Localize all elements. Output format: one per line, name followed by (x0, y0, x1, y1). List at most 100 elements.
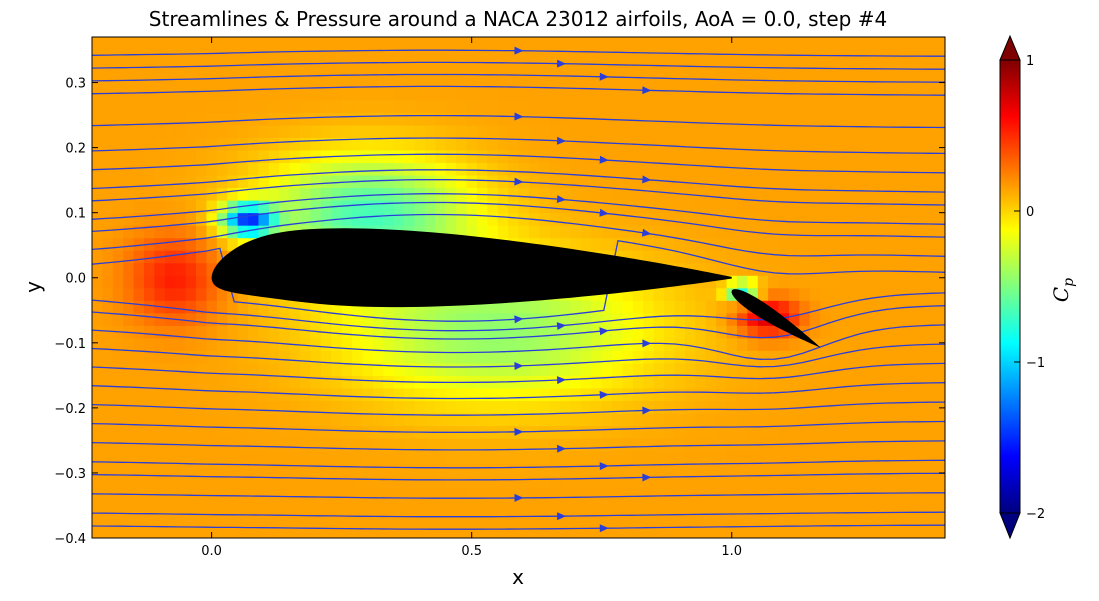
heatmap-cell (268, 425, 281, 439)
heatmap-cell (695, 525, 707, 538)
heatmap-cell (227, 500, 239, 514)
heatmap-cell (216, 500, 229, 514)
heatmap-cell (445, 74, 457, 88)
heatmap-cell (248, 487, 260, 502)
heatmap-cell (258, 149, 270, 164)
heatmap-cell (612, 99, 624, 113)
heatmap-cell (861, 149, 873, 164)
heatmap-cell (237, 124, 249, 139)
heatmap-cell (851, 124, 863, 139)
heatmap-cell (487, 437, 499, 452)
heatmap-cell (560, 512, 572, 527)
heatmap-cell (445, 325, 457, 339)
heatmap-cell (840, 187, 853, 201)
heatmap-cell (227, 325, 239, 339)
heatmap-cell (237, 400, 249, 414)
heatmap-cell (175, 337, 187, 351)
heatmap-cell (820, 312, 832, 326)
heatmap-cell (310, 462, 322, 477)
heatmap-cell (102, 224, 114, 239)
heatmap-cell (716, 425, 728, 439)
heatmap-cell (830, 387, 842, 402)
heatmap-cell (289, 74, 301, 88)
heatmap-cell (861, 112, 873, 126)
heatmap-cell (289, 375, 301, 389)
heatmap-cell (612, 400, 624, 414)
heatmap-cell (913, 212, 925, 226)
heatmap-cell (778, 124, 790, 139)
heatmap-cell (913, 124, 925, 139)
heatmap-cell (300, 300, 312, 314)
heatmap-cell (331, 312, 343, 326)
heatmap-cell (591, 437, 603, 452)
heatmap-cell (716, 475, 728, 489)
heatmap-cell (320, 425, 333, 439)
heatmap-cell (508, 412, 520, 427)
heatmap-cell (456, 49, 468, 63)
heatmap-cell (424, 162, 437, 176)
heatmap-cell (684, 87, 697, 101)
heatmap-cell (92, 450, 104, 464)
heatmap-cell (248, 475, 260, 489)
heatmap-cell (591, 462, 603, 477)
heatmap-cell (674, 487, 686, 502)
heatmap-cell (622, 174, 634, 189)
heatmap-cell (237, 525, 249, 538)
heatmap-cell (112, 400, 124, 414)
heatmap-cell (830, 174, 842, 189)
heatmap-cell (716, 87, 728, 101)
heatmap-cell (539, 212, 551, 226)
heatmap-cell (466, 300, 478, 314)
heatmap-cell (289, 350, 301, 364)
heatmap-cell (216, 337, 229, 351)
streamline (92, 440, 945, 451)
heatmap-cell (872, 237, 884, 251)
heatmap-cell (528, 387, 541, 402)
heatmap-cell (123, 137, 135, 151)
heatmap-cell (820, 500, 832, 514)
heatmap-cell (331, 325, 343, 339)
heatmap-cell (622, 450, 634, 464)
heatmap-cell (736, 400, 749, 414)
heatmap-cell (206, 450, 218, 464)
heatmap-cell (206, 350, 218, 364)
heatmap-cell (300, 525, 312, 538)
heatmap-cell (279, 187, 291, 201)
heatmap-cell (487, 49, 499, 63)
heatmap-cell (892, 287, 905, 301)
colorbar-label: Cp (1049, 278, 1077, 302)
heatmap-cell (674, 512, 686, 527)
heatmap-cell (435, 224, 447, 239)
heatmap-cell (872, 187, 884, 201)
heatmap-cell (882, 274, 894, 289)
heatmap-cell (528, 112, 541, 126)
heatmap-cell (820, 137, 832, 151)
heatmap-cell (903, 387, 915, 402)
heatmap-cell (830, 112, 842, 126)
heatmap-cell (497, 387, 509, 402)
heatmap-cell (684, 375, 697, 389)
heatmap-cell (622, 500, 634, 514)
heatmap-cell (528, 462, 541, 477)
heatmap-cell (289, 462, 301, 477)
heatmap-cell (320, 437, 333, 452)
heatmap-cell (445, 87, 457, 101)
heatmap-cell (123, 112, 135, 126)
heatmap-cell (497, 350, 509, 364)
heatmap-cell (466, 450, 478, 464)
heatmap-cell (352, 512, 364, 527)
heatmap-cell (684, 437, 697, 452)
heatmap-cell (289, 412, 301, 427)
heatmap-cell (175, 400, 187, 414)
heatmap-cell (476, 462, 489, 477)
heatmap-cell (320, 37, 333, 51)
heatmap-cell (861, 400, 873, 414)
heatmap-cell (924, 274, 936, 289)
heatmap-cell (913, 37, 925, 51)
heatmap-cell (435, 500, 447, 514)
heatmap-cell (424, 87, 437, 101)
heatmap-cell (227, 174, 239, 189)
heatmap-cell (539, 49, 551, 63)
heatmap-cell (851, 500, 863, 514)
heatmap-cell (549, 62, 561, 76)
